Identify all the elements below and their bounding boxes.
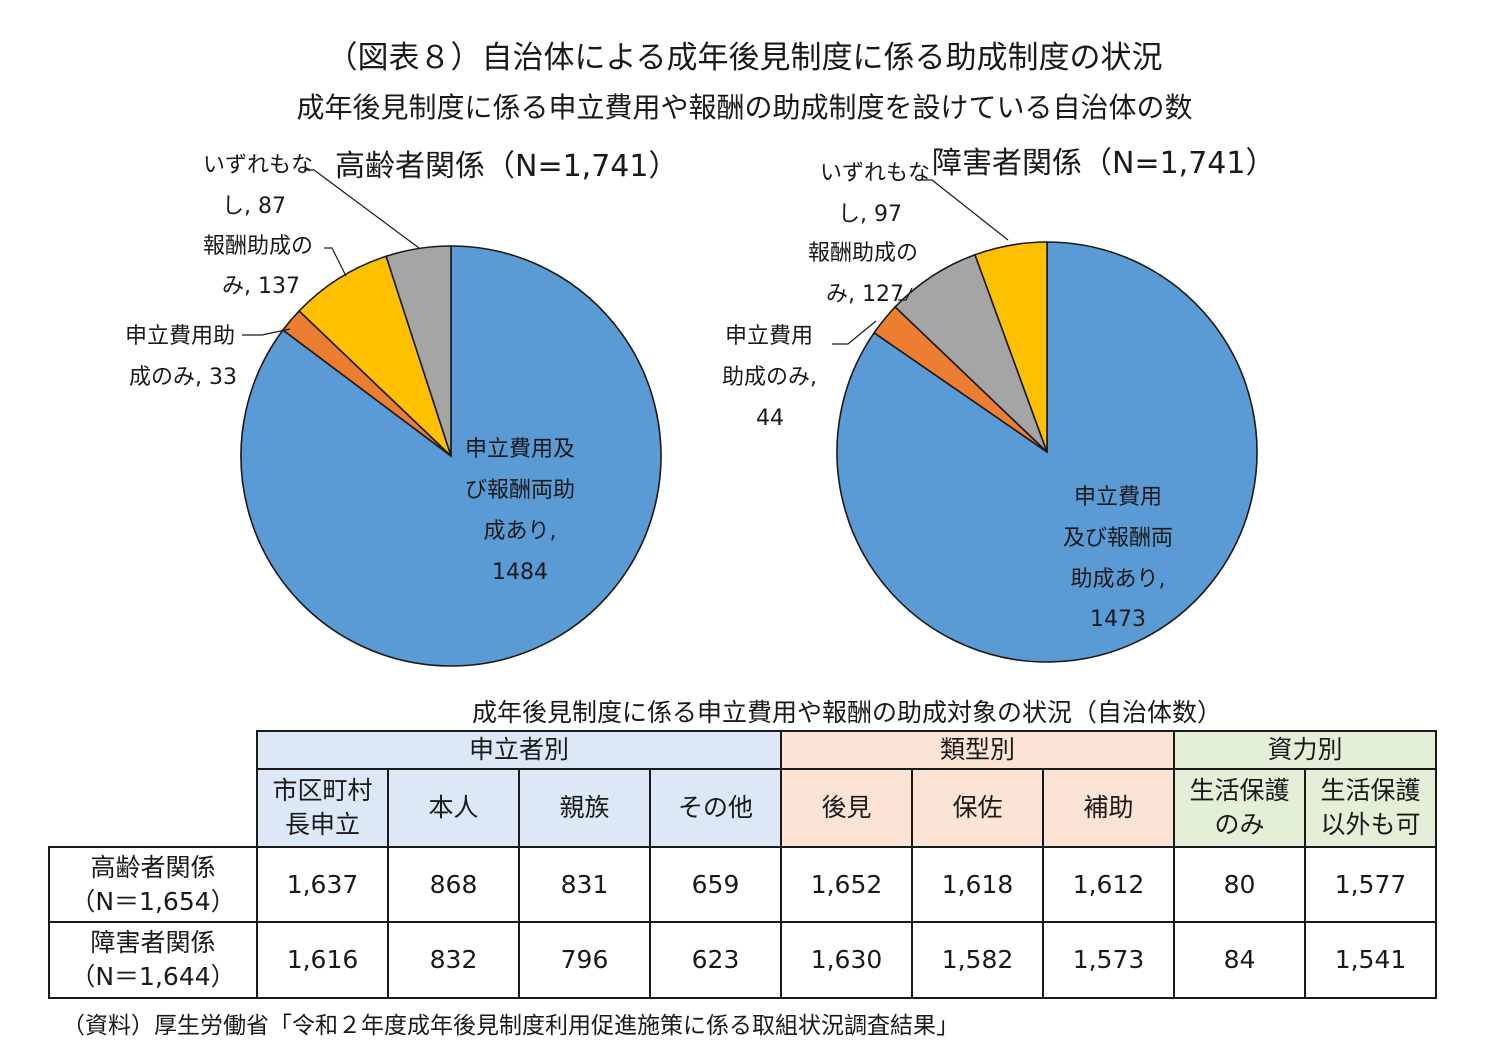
leader-line xyxy=(304,169,420,249)
column-header: 親族 xyxy=(518,768,651,848)
table-cell: 623 xyxy=(649,921,782,999)
slice-value: 1473 xyxy=(1090,607,1146,632)
pie-charts: 高齢者関係（N=1,741） 申立費用及 び報酬両助 成あり, 1484 申立費… xyxy=(125,146,1275,667)
table-cell: 832 xyxy=(387,921,520,999)
column-header: 後見 xyxy=(780,768,913,848)
slice-label-line: 及び報酬両 xyxy=(1063,526,1173,551)
slice-label-line: いずれもな xyxy=(820,161,930,186)
table-cell: 1,612 xyxy=(1042,846,1175,923)
column-header: 市区町村 長申立 xyxy=(256,768,389,848)
pie-chart-elderly: 高齢者関係（N=1,741） 申立費用及 び報酬両助 成あり, 1484 申立費… xyxy=(125,149,678,667)
slice-label-line: 申立費用 xyxy=(1074,485,1162,510)
table-cell: 1,637 xyxy=(256,846,389,923)
figure-subtitle: 成年後見制度に係る申立費用や報酬の助成制度を設けている自治体の数 xyxy=(296,91,1193,124)
leader-line xyxy=(242,328,291,336)
group-header: 資力別 xyxy=(1173,730,1437,770)
slice-label-line: み, 127 xyxy=(826,282,904,307)
column-header: 本人 xyxy=(387,768,520,848)
table-cell: 796 xyxy=(518,921,651,999)
slice-label: 申立費用 助成のみ, 44 xyxy=(722,324,817,431)
column-header: 生活保護 以外も可 xyxy=(1304,768,1437,848)
slice-label-line: 報酬助成の xyxy=(808,241,918,266)
table-row: 高齢者関係 （N＝1,654） 1,637 868 831 659 1,652 1… xyxy=(48,846,1437,923)
subsidy-table: 申立者別 類型別 資力別 市区町村 長申立 本人 親族 その他 後見 保佐 補助 … xyxy=(48,730,1437,999)
row-header: 障害者関係 （N＝1,644） xyxy=(48,921,258,999)
column-header: 生活保護 のみ xyxy=(1173,768,1306,848)
table-cell: 831 xyxy=(518,846,651,923)
group-header: 申立者別 xyxy=(256,730,782,770)
figure-title: （図表８）自治体による成年後見制度に係る助成制度の状況 xyxy=(326,40,1163,76)
slice-label-line: み, 137 xyxy=(222,274,300,299)
row-header: 高齢者関係 （N＝1,654） xyxy=(48,846,258,923)
pie-slices xyxy=(240,245,662,667)
table-cell: 84 xyxy=(1173,921,1306,999)
group-header: 類型別 xyxy=(780,730,1175,770)
slice-label: 報酬助成の み, 137 xyxy=(203,234,313,299)
slice-label-line: 成のみ, 33 xyxy=(129,365,237,390)
table-cell: 868 xyxy=(387,846,520,923)
slice-value: 44 xyxy=(756,406,784,431)
table-cell: 1,616 xyxy=(256,921,389,999)
leader-line xyxy=(324,247,347,277)
slice-label: 報酬助成の み, 127 xyxy=(808,241,918,307)
pie-chart-disabled: 障害者関係（N=1,741） 申立費用 及び報酬両 助成あり, 1473 申立費… xyxy=(722,146,1275,663)
table-cell: 1,630 xyxy=(780,921,913,999)
leader-line xyxy=(832,320,877,345)
column-header: その他 xyxy=(649,768,782,848)
slice-value: 1484 xyxy=(492,560,548,585)
table-title: 成年後見制度に係る申立費用や報酬の助成対象の状況（自治体数） xyxy=(471,698,1222,727)
slice-label-line: 申立費用助 xyxy=(125,324,235,349)
pie-slice xyxy=(385,245,452,457)
slice-label-line: 助成のみ, xyxy=(722,365,817,390)
table-cell: 80 xyxy=(1173,846,1306,923)
table-cell: 1,652 xyxy=(780,846,913,923)
slice-label: 申立費用及 び報酬両助 成あり, 1484 xyxy=(465,437,575,585)
table-cell: 1,577 xyxy=(1304,846,1437,923)
slice-label-line: 申立費用 xyxy=(725,324,813,349)
slice-label-line: 報酬助成の xyxy=(203,234,313,259)
blank-cell xyxy=(49,769,257,847)
table-cell: 1,573 xyxy=(1042,921,1175,999)
pie-slice xyxy=(973,241,1048,453)
pie-slice xyxy=(297,255,452,457)
table-cell: 1,582 xyxy=(911,921,1044,999)
table-cell: 1,541 xyxy=(1304,921,1437,999)
slice-label-line: 成あり, xyxy=(484,519,557,544)
pie-title: 高齢者関係（N=1,741） xyxy=(335,149,678,184)
column-header: 保佐 xyxy=(911,768,1044,848)
slice-label-line: 助成あり, xyxy=(1071,567,1166,592)
blank-cell xyxy=(49,731,257,769)
slice-label: いずれもな し, 87 xyxy=(203,153,313,219)
slice-label: いずれもな し, 97 xyxy=(820,161,930,227)
slice-label-line: 申立費用及 xyxy=(465,437,575,462)
slice-label: 申立費用 及び報酬両 助成あり, 1473 xyxy=(1063,485,1173,632)
column-header: 補助 xyxy=(1042,768,1175,848)
source-note: （資料）厚生労働省「令和２年度成年後見制度利用促進施策に係る取組状況調査結果」 xyxy=(62,1013,959,1039)
table-cell: 659 xyxy=(649,846,782,923)
slice-label: 申立費用助 成のみ, 33 xyxy=(125,324,237,390)
leader-line xyxy=(922,179,1009,241)
pie-slices xyxy=(836,241,1258,663)
slice-label-line: び報酬両助 xyxy=(465,478,575,503)
slice-label-line: し, 97 xyxy=(838,202,902,227)
leader-line xyxy=(898,287,913,301)
pie-title: 障害者関係（N=1,741） xyxy=(932,146,1275,181)
slice-label-line: いずれもな xyxy=(203,153,313,178)
table-cell: 1,618 xyxy=(911,846,1044,923)
slice-label-line: し, 87 xyxy=(222,194,286,219)
table-row: 障害者関係 （N＝1,644） 1,616 832 796 623 1,630 1… xyxy=(48,921,1437,999)
